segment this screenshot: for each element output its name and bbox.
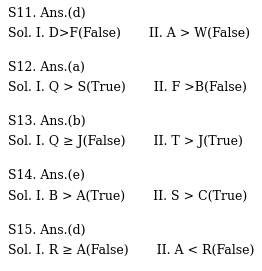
Text: Sol. I. R ≥ A(False)       II. A < R(False): Sol. I. R ≥ A(False) II. A < R(False) [8, 244, 254, 257]
Text: S13. Ans.(b): S13. Ans.(b) [8, 115, 85, 128]
Text: S12. Ans.(a): S12. Ans.(a) [8, 61, 85, 74]
Text: Sol. I. D>F(False)       II. A > W(False): Sol. I. D>F(False) II. A > W(False) [8, 27, 250, 40]
Text: Sol. I. B > A(True)       II. S > C(True): Sol. I. B > A(True) II. S > C(True) [8, 190, 247, 203]
Text: S15. Ans.(d): S15. Ans.(d) [8, 224, 85, 237]
Text: Sol. I. Q > S(True)       II. F >B(False): Sol. I. Q > S(True) II. F >B(False) [8, 81, 247, 94]
Text: Sol. I. Q ≥ J(False)       II. T > J(True): Sol. I. Q ≥ J(False) II. T > J(True) [8, 136, 243, 149]
Text: S14. Ans.(e): S14. Ans.(e) [8, 169, 85, 182]
Text: S11. Ans.(d): S11. Ans.(d) [8, 7, 85, 20]
